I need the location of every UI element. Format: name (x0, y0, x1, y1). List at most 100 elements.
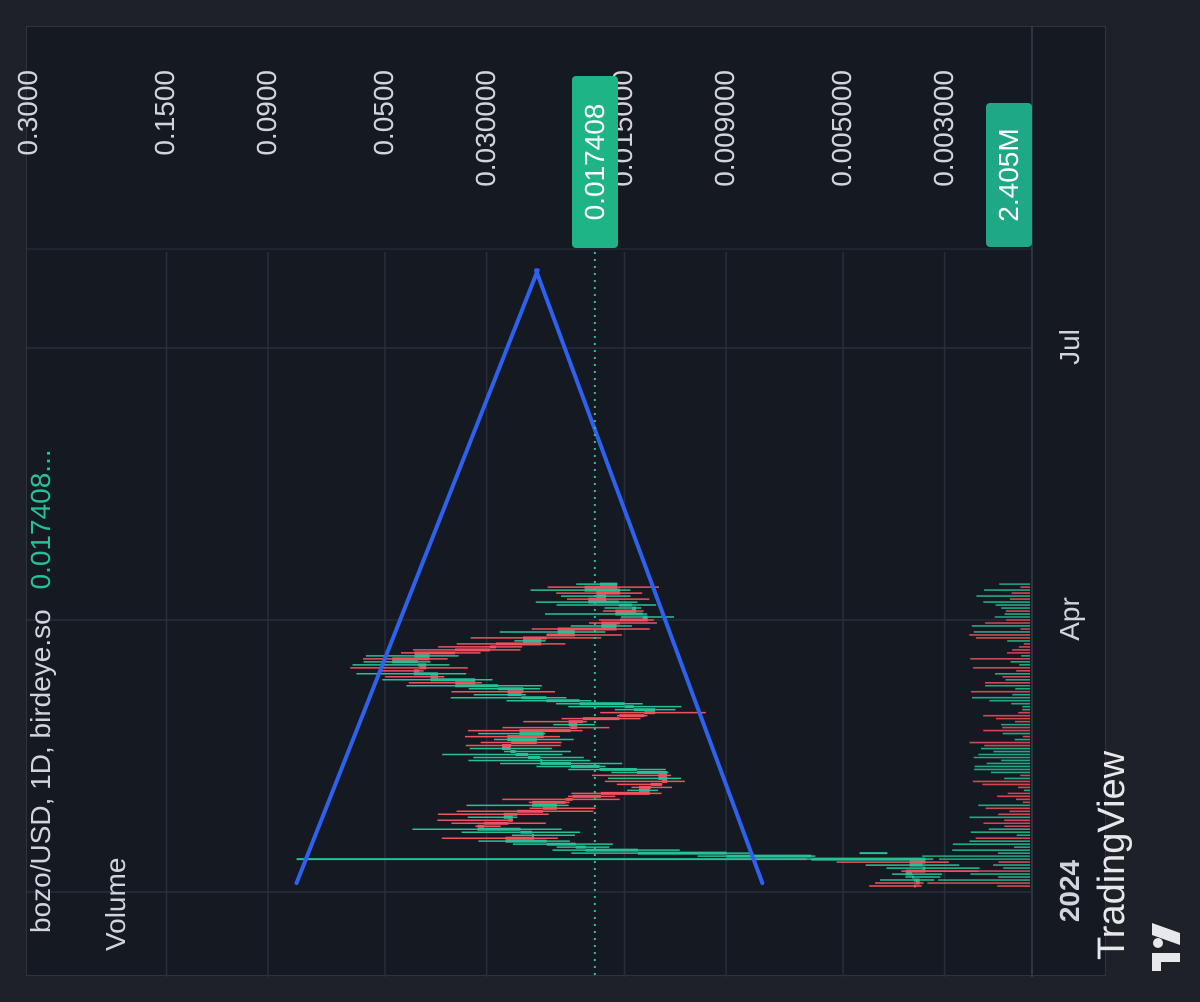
candle-body (644, 711, 656, 715)
last-volume-badge-label: 2.405M (993, 128, 1024, 222)
candle-body (633, 708, 656, 712)
candle-body (913, 878, 920, 882)
last-price-badge-label: 0.017408 (579, 103, 610, 221)
last-volume-badge: 2.405M (986, 103, 1032, 247)
candle-body (588, 597, 607, 601)
candle-body (619, 618, 648, 622)
tradingview-logo-icon (1152, 923, 1180, 971)
candle-body (584, 585, 618, 589)
candle-body (519, 732, 544, 736)
candle-body (642, 615, 648, 619)
candle-body (811, 857, 926, 861)
candle-body (515, 753, 529, 757)
chart-canvas[interactable] (27, 27, 1107, 977)
candle-body (498, 687, 524, 691)
candle-body (505, 836, 535, 840)
candle-body (455, 648, 490, 652)
candle-body (557, 630, 575, 634)
candles (296, 582, 980, 888)
candle-body (582, 717, 620, 721)
candle-body (517, 809, 543, 813)
candle-body (413, 669, 420, 673)
candle-body (557, 627, 617, 631)
candle-body (636, 770, 667, 774)
candle-body (503, 815, 513, 819)
price-tick-label: 0.1500 (149, 70, 181, 156)
candle-body (600, 791, 650, 795)
candle-body (503, 812, 518, 816)
candle-body (546, 633, 575, 637)
price-tick-label: 0.3000 (11, 70, 43, 156)
candle-body (507, 738, 537, 742)
candle-body (575, 845, 586, 849)
volume-bars (917, 583, 1030, 887)
candle-body (455, 684, 499, 688)
candle-body (572, 794, 601, 798)
candle-body (496, 642, 542, 646)
candle-body (905, 869, 926, 873)
candle-body (579, 702, 625, 706)
candle-body (540, 758, 543, 762)
candle-body (477, 827, 521, 831)
tradingview-watermark: TradingView (1052, 710, 1200, 980)
candle-body (909, 860, 926, 864)
candle-body (726, 854, 812, 858)
candle-body (521, 696, 547, 700)
candle-body (615, 609, 637, 613)
candle-body (542, 806, 557, 810)
candle-body (912, 875, 915, 879)
candle-body (915, 881, 920, 885)
candle-body (661, 779, 668, 783)
candle-body (638, 785, 651, 789)
candle-body (523, 636, 547, 640)
candle-body (455, 681, 476, 685)
candle-body (546, 699, 580, 703)
candle-body (922, 866, 926, 870)
candle-body (419, 666, 427, 670)
price-tick-label: 0.003000 (927, 70, 959, 187)
candle-body (568, 720, 583, 724)
candle-body (430, 675, 439, 679)
candle-body (502, 747, 511, 751)
candle-body (571, 764, 600, 768)
time-tick-label: Jul (1054, 329, 1085, 365)
candle-body (650, 782, 662, 786)
candle-body (392, 660, 418, 664)
candle-body (565, 797, 573, 801)
candle-body (483, 821, 509, 825)
trendline (534, 268, 765, 886)
trendlines (294, 268, 765, 886)
candle-body (585, 848, 638, 852)
candle-body (618, 603, 632, 607)
candle-body (520, 830, 532, 834)
candle-body (624, 705, 634, 709)
candle-body (528, 755, 541, 759)
candle-body (489, 645, 497, 649)
candle-body (519, 729, 571, 733)
candle-body (637, 851, 727, 855)
symbol-line: bozo/USD, 1D, birdeye.so (25, 609, 56, 933)
candle-body (600, 582, 618, 586)
candle-body (540, 761, 572, 765)
candle-body (532, 800, 566, 804)
price-tick-label: 0.009000 (709, 70, 741, 187)
time-tick-label: Apr (1054, 597, 1085, 641)
candle-body (588, 600, 619, 604)
candle-body (502, 744, 512, 748)
last-value: 0.017408... (25, 449, 56, 590)
candle-body (511, 741, 537, 745)
candle-body (532, 803, 557, 807)
candle-body (392, 657, 430, 661)
candle-body (913, 884, 916, 888)
candle-body (601, 621, 620, 625)
price-tick-label: 0.0500 (368, 70, 399, 156)
candle-body (505, 839, 547, 843)
candle-body (615, 612, 643, 616)
candle-body (417, 663, 427, 667)
candle-body (507, 735, 544, 739)
price-tick-label: 0.0900 (251, 70, 283, 156)
volume-legend[interactable]: Volume (100, 857, 131, 951)
chart-panel (26, 26, 1107, 977)
symbol-legend[interactable]: bozo/USD, 1D, birdeye.so 0.017408... (21, 449, 61, 933)
candle-body (523, 639, 542, 643)
